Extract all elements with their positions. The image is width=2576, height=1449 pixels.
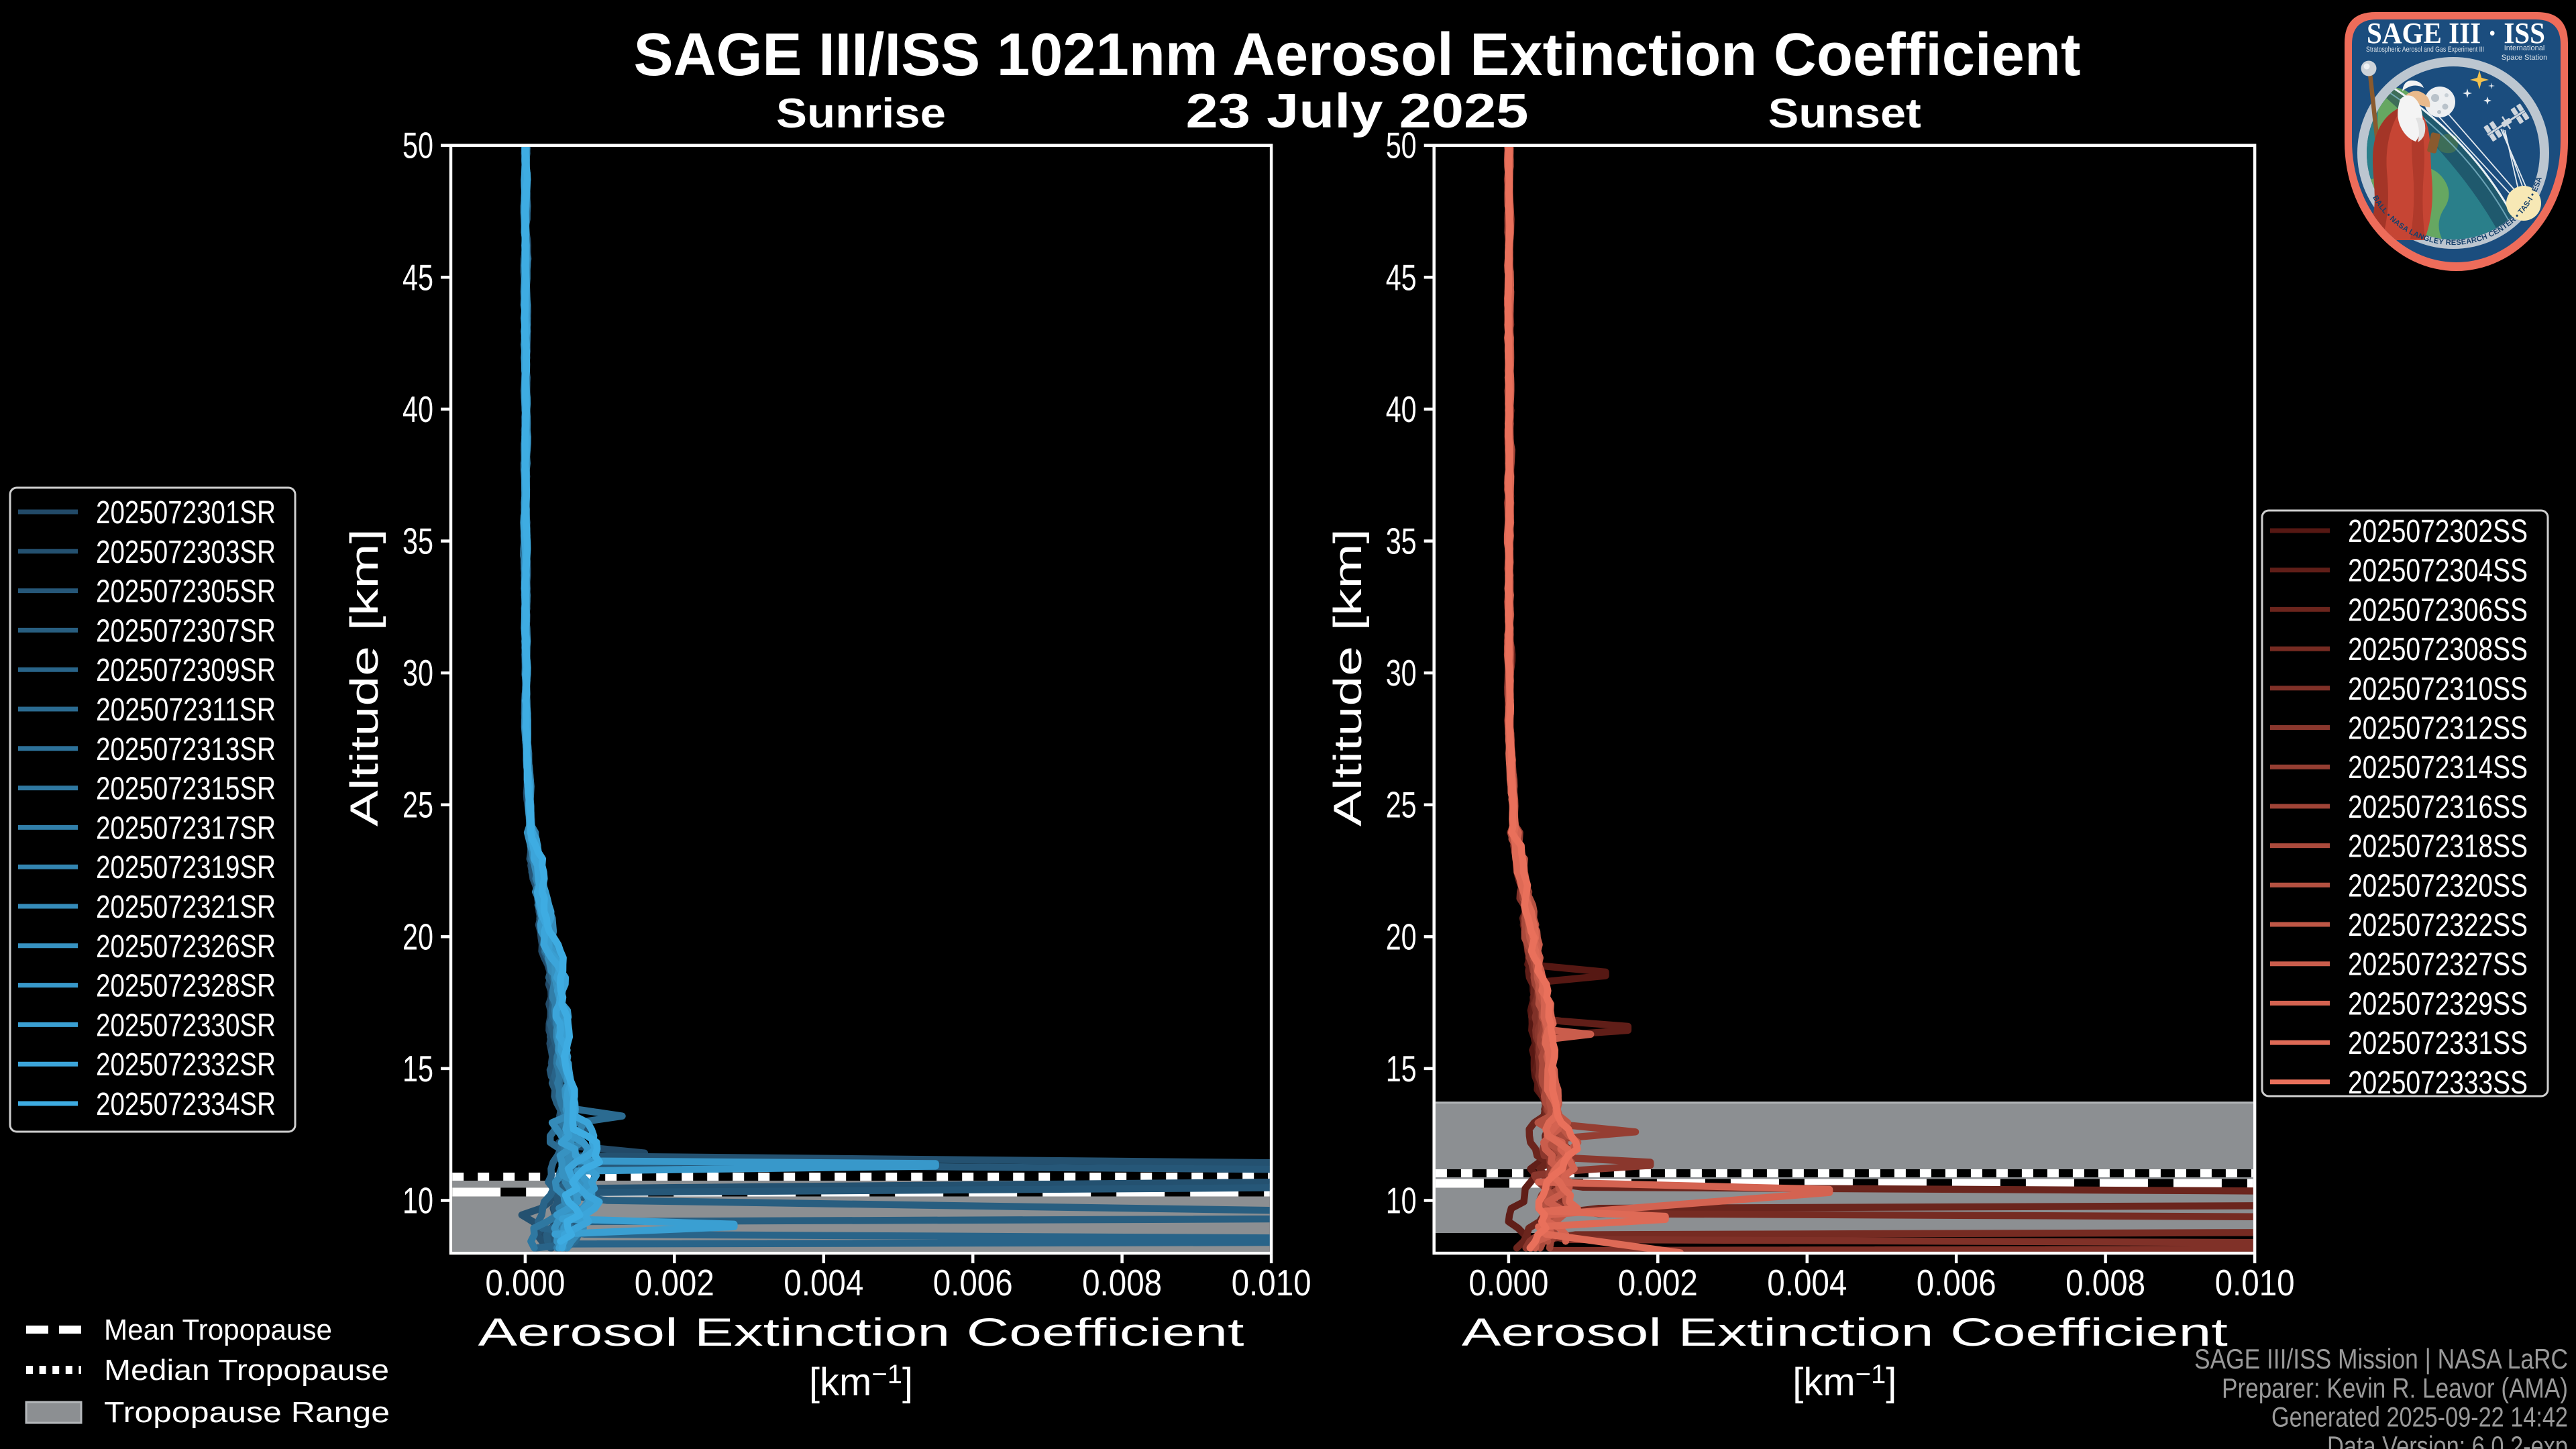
svg-text:2025072327SS: 2025072327SS — [2348, 947, 2528, 983]
svg-text:0.010: 0.010 — [2215, 1262, 2295, 1303]
svg-text:35: 35 — [1386, 521, 1417, 562]
svg-text:2025072314SS: 2025072314SS — [2348, 750, 2528, 786]
svg-text:25: 25 — [1386, 784, 1417, 826]
svg-text:0.010: 0.010 — [1232, 1262, 1311, 1303]
svg-text:Generated 2025-09-22 14:42: Generated 2025-09-22 14:42 — [2271, 1401, 2568, 1433]
svg-text:Space Station: Space Station — [2502, 54, 2548, 62]
svg-text:2025072301SR: 2025072301SR — [96, 495, 276, 531]
svg-text:20: 20 — [1386, 916, 1417, 957]
svg-text:2025072331SS: 2025072331SS — [2348, 1026, 2528, 1061]
svg-text:Aerosol Extinction Coefficient: Aerosol Extinction Coefficient — [1462, 1311, 2228, 1354]
svg-text:Median Tropopause: Median Tropopause — [104, 1354, 389, 1387]
svg-text:2025072309SR: 2025072309SR — [96, 653, 276, 688]
svg-text:2025072332SR: 2025072332SR — [96, 1047, 276, 1083]
svg-text:30: 30 — [1386, 652, 1417, 694]
svg-text:10: 10 — [1386, 1180, 1417, 1222]
svg-text:Altitude [km]: Altitude [km] — [1326, 529, 1370, 826]
svg-text:Sunset: Sunset — [1768, 91, 1921, 137]
svg-text:SAGE III/ISS 1021nm Aerosol Ex: SAGE III/ISS 1021nm Aerosol Extinction C… — [634, 21, 2081, 89]
svg-text:2025072319SR: 2025072319SR — [96, 850, 276, 885]
svg-text:23 July 2025: 23 July 2025 — [1186, 85, 1529, 138]
svg-text:2025072312SS: 2025072312SS — [2348, 711, 2528, 747]
svg-text:2025072305SR: 2025072305SR — [96, 574, 276, 610]
svg-text:25: 25 — [402, 784, 433, 826]
svg-text:20: 20 — [402, 916, 433, 957]
svg-text:2025072328SR: 2025072328SR — [96, 969, 276, 1004]
svg-text:0.004: 0.004 — [784, 1262, 863, 1303]
svg-text:2025072326SR: 2025072326SR — [96, 929, 276, 965]
svg-text:2025072315SR: 2025072315SR — [96, 771, 276, 807]
svg-text:45: 45 — [402, 256, 433, 298]
svg-text:SAGE III · ISS: SAGE III · ISS — [2367, 17, 2545, 50]
svg-text:50: 50 — [402, 125, 433, 166]
svg-text:0.006: 0.006 — [933, 1262, 1013, 1303]
svg-text:2025072304SS: 2025072304SS — [2348, 553, 2528, 589]
svg-text:40: 40 — [402, 388, 433, 430]
svg-text:0.006: 0.006 — [1917, 1262, 1996, 1303]
svg-text:Aerosol Extinction Coefficient: Aerosol Extinction Coefficient — [478, 1311, 1244, 1354]
svg-text:45: 45 — [1386, 256, 1417, 298]
svg-text:2025072311SR: 2025072311SR — [96, 692, 276, 728]
svg-text:0.004: 0.004 — [1767, 1262, 1847, 1303]
svg-text:International: International — [2504, 44, 2545, 52]
svg-text:0.000: 0.000 — [1468, 1262, 1548, 1303]
svg-text:2025072313SR: 2025072313SR — [96, 732, 276, 767]
svg-text:2025072308SS: 2025072308SS — [2348, 632, 2528, 667]
svg-text:Stratospheric Aerosol and Gas: Stratospheric Aerosol and Gas Experiment… — [2366, 46, 2484, 54]
svg-text:Preparer: Kevin R. Leavor (AMA: Preparer: Kevin R. Leavor (AMA) — [2222, 1372, 2568, 1403]
svg-text:Tropopause Range: Tropopause Range — [104, 1396, 390, 1429]
svg-text:Data Version: 6.0.2-exp: Data Version: 6.0.2-exp — [2327, 1430, 2568, 1449]
svg-text:2025072333SS: 2025072333SS — [2348, 1065, 2528, 1101]
svg-text:2025072330SR: 2025072330SR — [96, 1008, 276, 1043]
svg-text:40: 40 — [1386, 388, 1417, 430]
svg-text:2025072317SR: 2025072317SR — [96, 810, 276, 846]
svg-text:2025072321SR: 2025072321SR — [96, 890, 276, 925]
svg-text:15: 15 — [1386, 1048, 1417, 1089]
svg-text:Altitude [km]: Altitude [km] — [343, 529, 386, 826]
svg-text:0.008: 0.008 — [2065, 1262, 2145, 1303]
svg-text:2025072329SS: 2025072329SS — [2348, 986, 2528, 1022]
svg-text:SAGE III/ISS Mission | NASA La: SAGE III/ISS Mission | NASA LaRC — [2194, 1343, 2568, 1375]
svg-text:Mean Tropopause: Mean Tropopause — [104, 1313, 332, 1346]
svg-text:2025072334SR: 2025072334SR — [96, 1087, 276, 1122]
svg-text:2025072302SS: 2025072302SS — [2348, 514, 2528, 549]
svg-text:0.000: 0.000 — [485, 1262, 565, 1303]
svg-text:Sunrise: Sunrise — [776, 91, 946, 137]
svg-text:2025072320SS: 2025072320SS — [2348, 868, 2528, 904]
svg-text:0.002: 0.002 — [635, 1262, 714, 1303]
svg-text:35: 35 — [402, 521, 433, 562]
svg-text:0.002: 0.002 — [1618, 1262, 1698, 1303]
svg-text:2025072318SS: 2025072318SS — [2348, 829, 2528, 865]
svg-text:0.008: 0.008 — [1082, 1262, 1162, 1303]
svg-text:50: 50 — [1386, 125, 1417, 166]
svg-text:2025072322SS: 2025072322SS — [2348, 908, 2528, 943]
svg-text:2025072310SS: 2025072310SS — [2348, 672, 2528, 707]
svg-text:30: 30 — [402, 652, 433, 694]
svg-text:2025072303SR: 2025072303SR — [96, 535, 276, 570]
svg-text:2025072307SR: 2025072307SR — [96, 613, 276, 649]
svg-text:2025072316SS: 2025072316SS — [2348, 790, 2528, 825]
svg-text:10: 10 — [402, 1180, 433, 1222]
svg-text:15: 15 — [402, 1048, 433, 1089]
svg-text:2025072306SS: 2025072306SS — [2348, 592, 2528, 628]
